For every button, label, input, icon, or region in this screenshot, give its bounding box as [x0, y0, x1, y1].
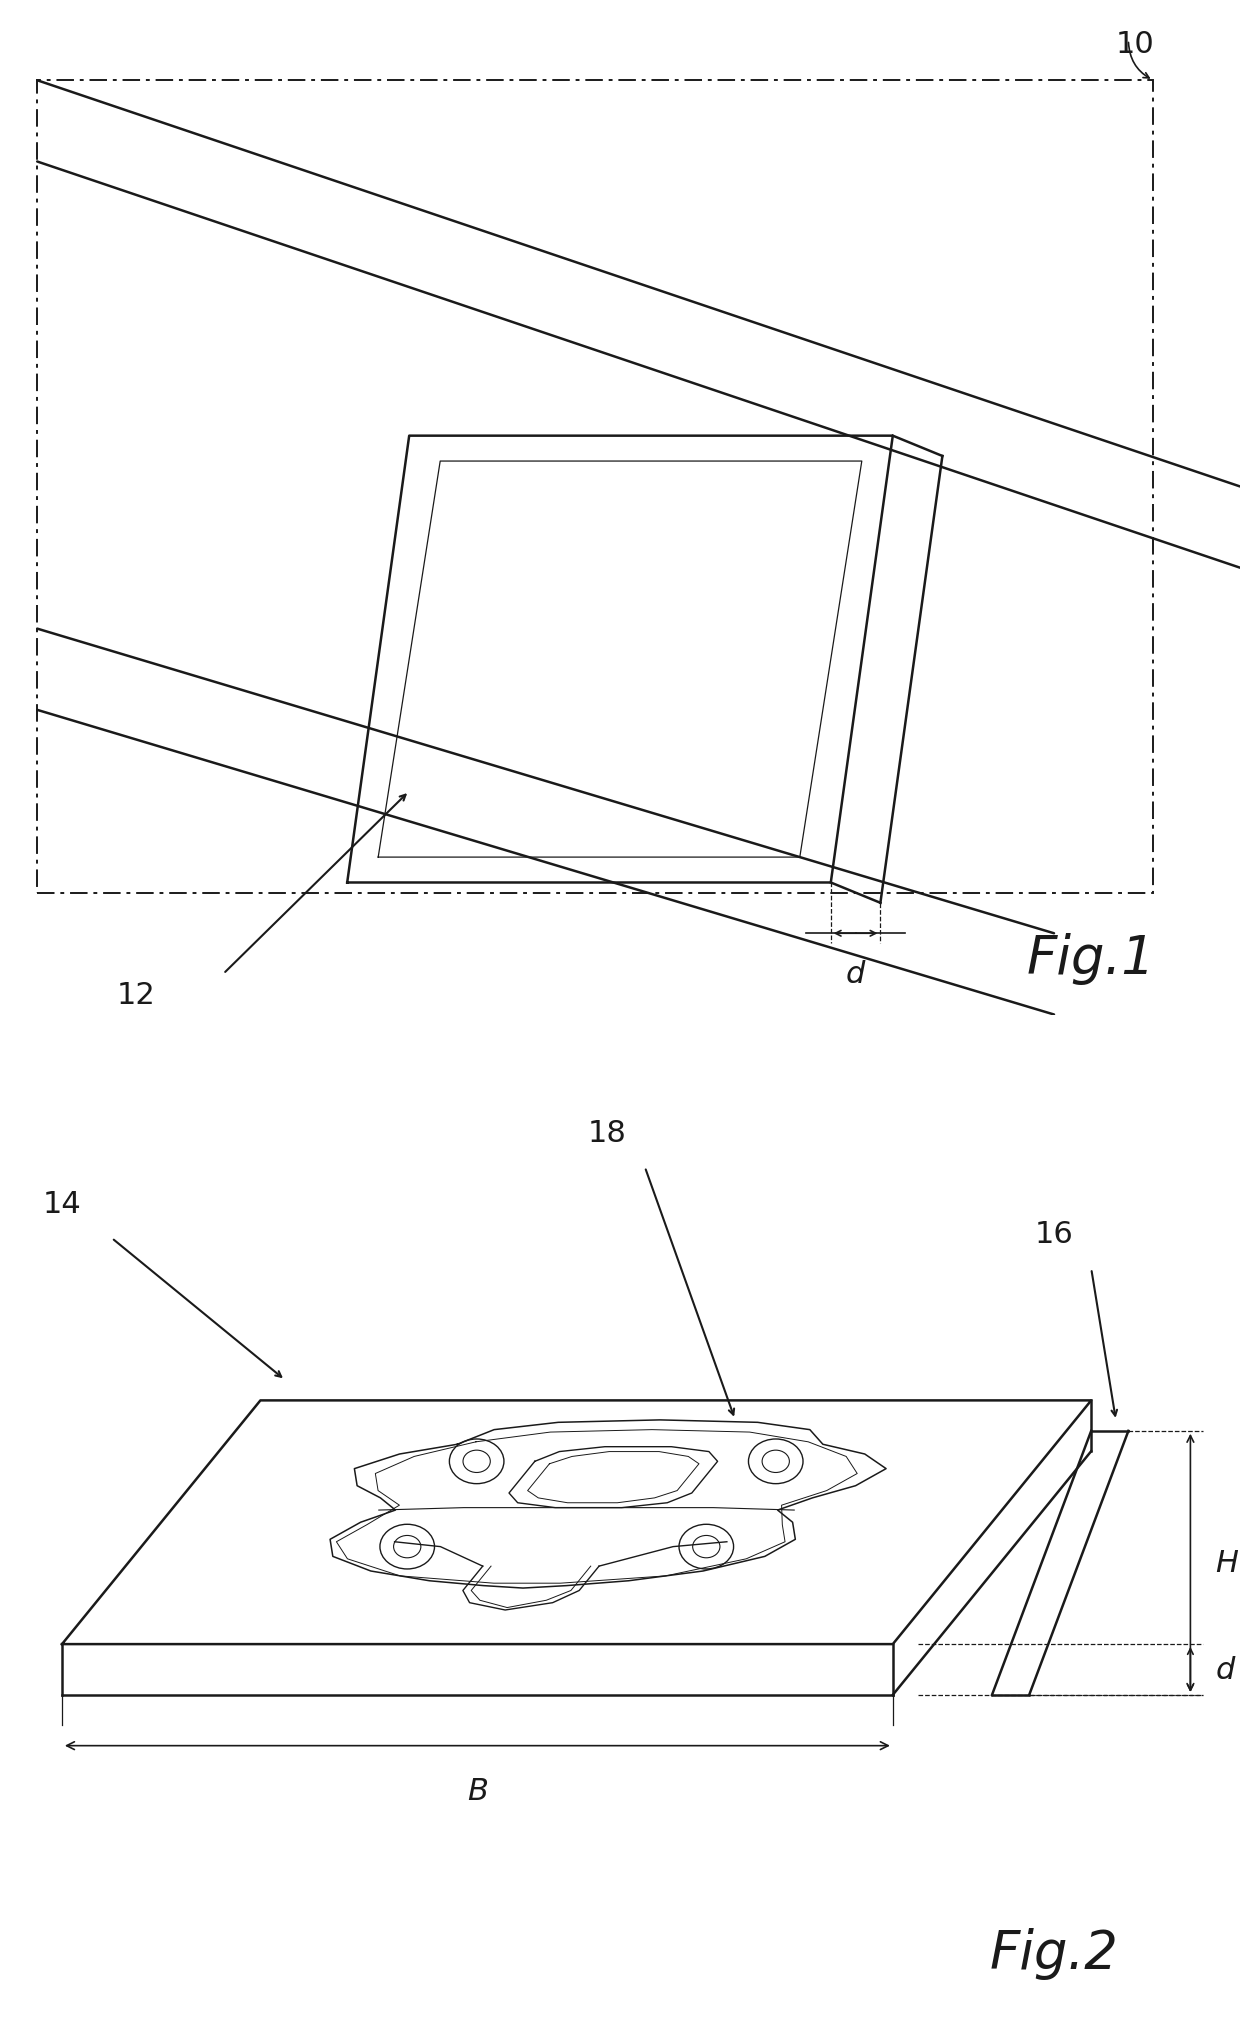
Text: d: d [1215, 1654, 1235, 1685]
Text: 14: 14 [42, 1190, 82, 1218]
Bar [37, 81, 1153, 893]
Text: H: H [1215, 1549, 1238, 1577]
Text: Fig.2: Fig.2 [990, 1926, 1118, 1979]
Text: 12: 12 [117, 980, 156, 1009]
Text: d: d [846, 960, 866, 989]
Text: B: B [467, 1776, 487, 1805]
Text: 10: 10 [1116, 30, 1154, 59]
Text: 16: 16 [1034, 1220, 1074, 1248]
Text: Fig.1: Fig.1 [1027, 932, 1156, 985]
Text: 18: 18 [588, 1119, 627, 1147]
